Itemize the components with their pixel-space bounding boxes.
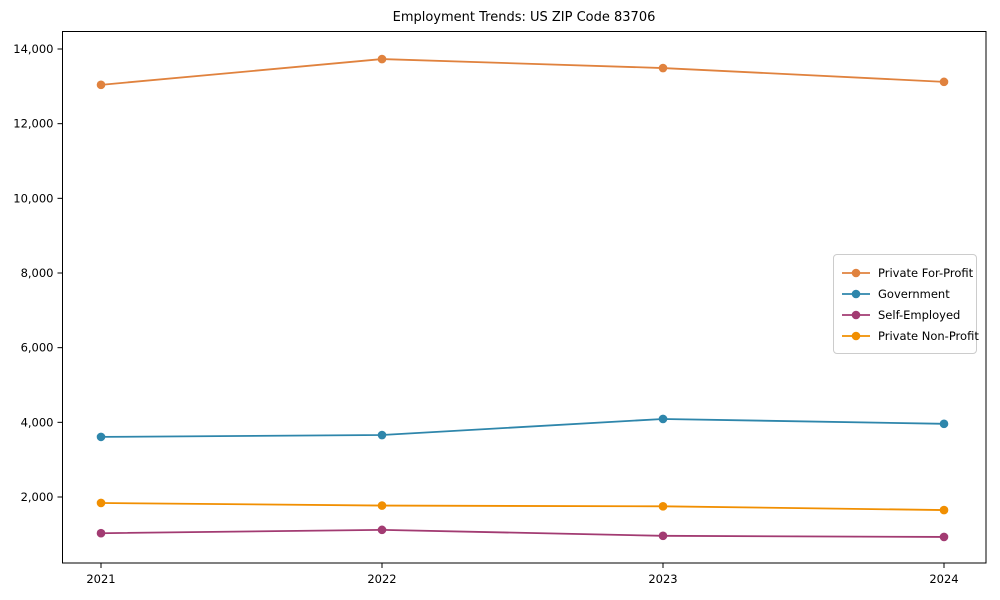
data-point-private-non-profit: [939, 505, 949, 515]
data-point-private-non-profit: [377, 501, 387, 510]
y-tick-label: 6,000: [21, 341, 54, 355]
legend-item-private-for-profit: Private For-Profit: [841, 262, 973, 283]
series-line-self-employed: [100, 528, 945, 538]
legend-label: Private Non-Profit: [878, 328, 979, 343]
series-line-private-for-profit: [100, 58, 945, 86]
legend-item-government: Government: [841, 283, 968, 304]
data-point-government: [377, 430, 387, 440]
legend-marker-icon: [842, 289, 870, 298]
legend-marker-icon: [842, 268, 870, 277]
chart-legend: Private For-Profit Government Self-Employe…: [833, 254, 979, 354]
legend-label: Government: [878, 286, 950, 301]
data-point-self-employed: [939, 532, 949, 542]
data-point-private-non-profit: [658, 502, 668, 511]
data-point-private-for-profit: [658, 63, 668, 73]
data-point-government: [658, 414, 668, 424]
y-tick-label: 4,000: [21, 415, 54, 429]
chart-title: Employment Trends: US ZIP Code 83706: [392, 10, 656, 25]
series-line-private-non-profit: [100, 502, 945, 511]
data-point-self-employed: [96, 528, 106, 538]
x-tick-label: 2022: [367, 572, 396, 586]
legend-item-self-employed: Self-Employed: [841, 304, 968, 325]
x-tick-label: 2023: [648, 572, 677, 586]
data-point-private-non-profit: [96, 498, 106, 508]
legend-label: Private For-Profit: [878, 265, 974, 280]
y-tick-label: 14,000: [13, 42, 53, 56]
data-point-private-for-profit: [377, 54, 387, 64]
x-tick-label: 2021: [86, 572, 115, 586]
plot-frame: [62, 31, 987, 564]
data-point-self-employed: [377, 525, 387, 535]
y-tick-label: 12,000: [13, 117, 53, 131]
data-point-government: [939, 419, 949, 429]
data-point-government: [96, 432, 106, 442]
legend-marker-icon: [842, 331, 870, 340]
data-point-self-employed: [658, 531, 668, 541]
data-point-private-for-profit: [939, 77, 949, 87]
legend-item-private-non-profit: Private Non-Profit: [841, 325, 979, 346]
y-tick-label: 10,000: [13, 191, 53, 205]
data-point-private-for-profit: [96, 80, 106, 90]
y-tick-label: 8,000: [21, 266, 54, 280]
series-line-government: [100, 418, 945, 438]
legend-label: Self-Employed: [878, 307, 961, 322]
legend-marker-icon: [842, 310, 870, 319]
y-tick-label: 2,000: [21, 490, 54, 504]
x-tick-label: 2024: [929, 572, 958, 586]
